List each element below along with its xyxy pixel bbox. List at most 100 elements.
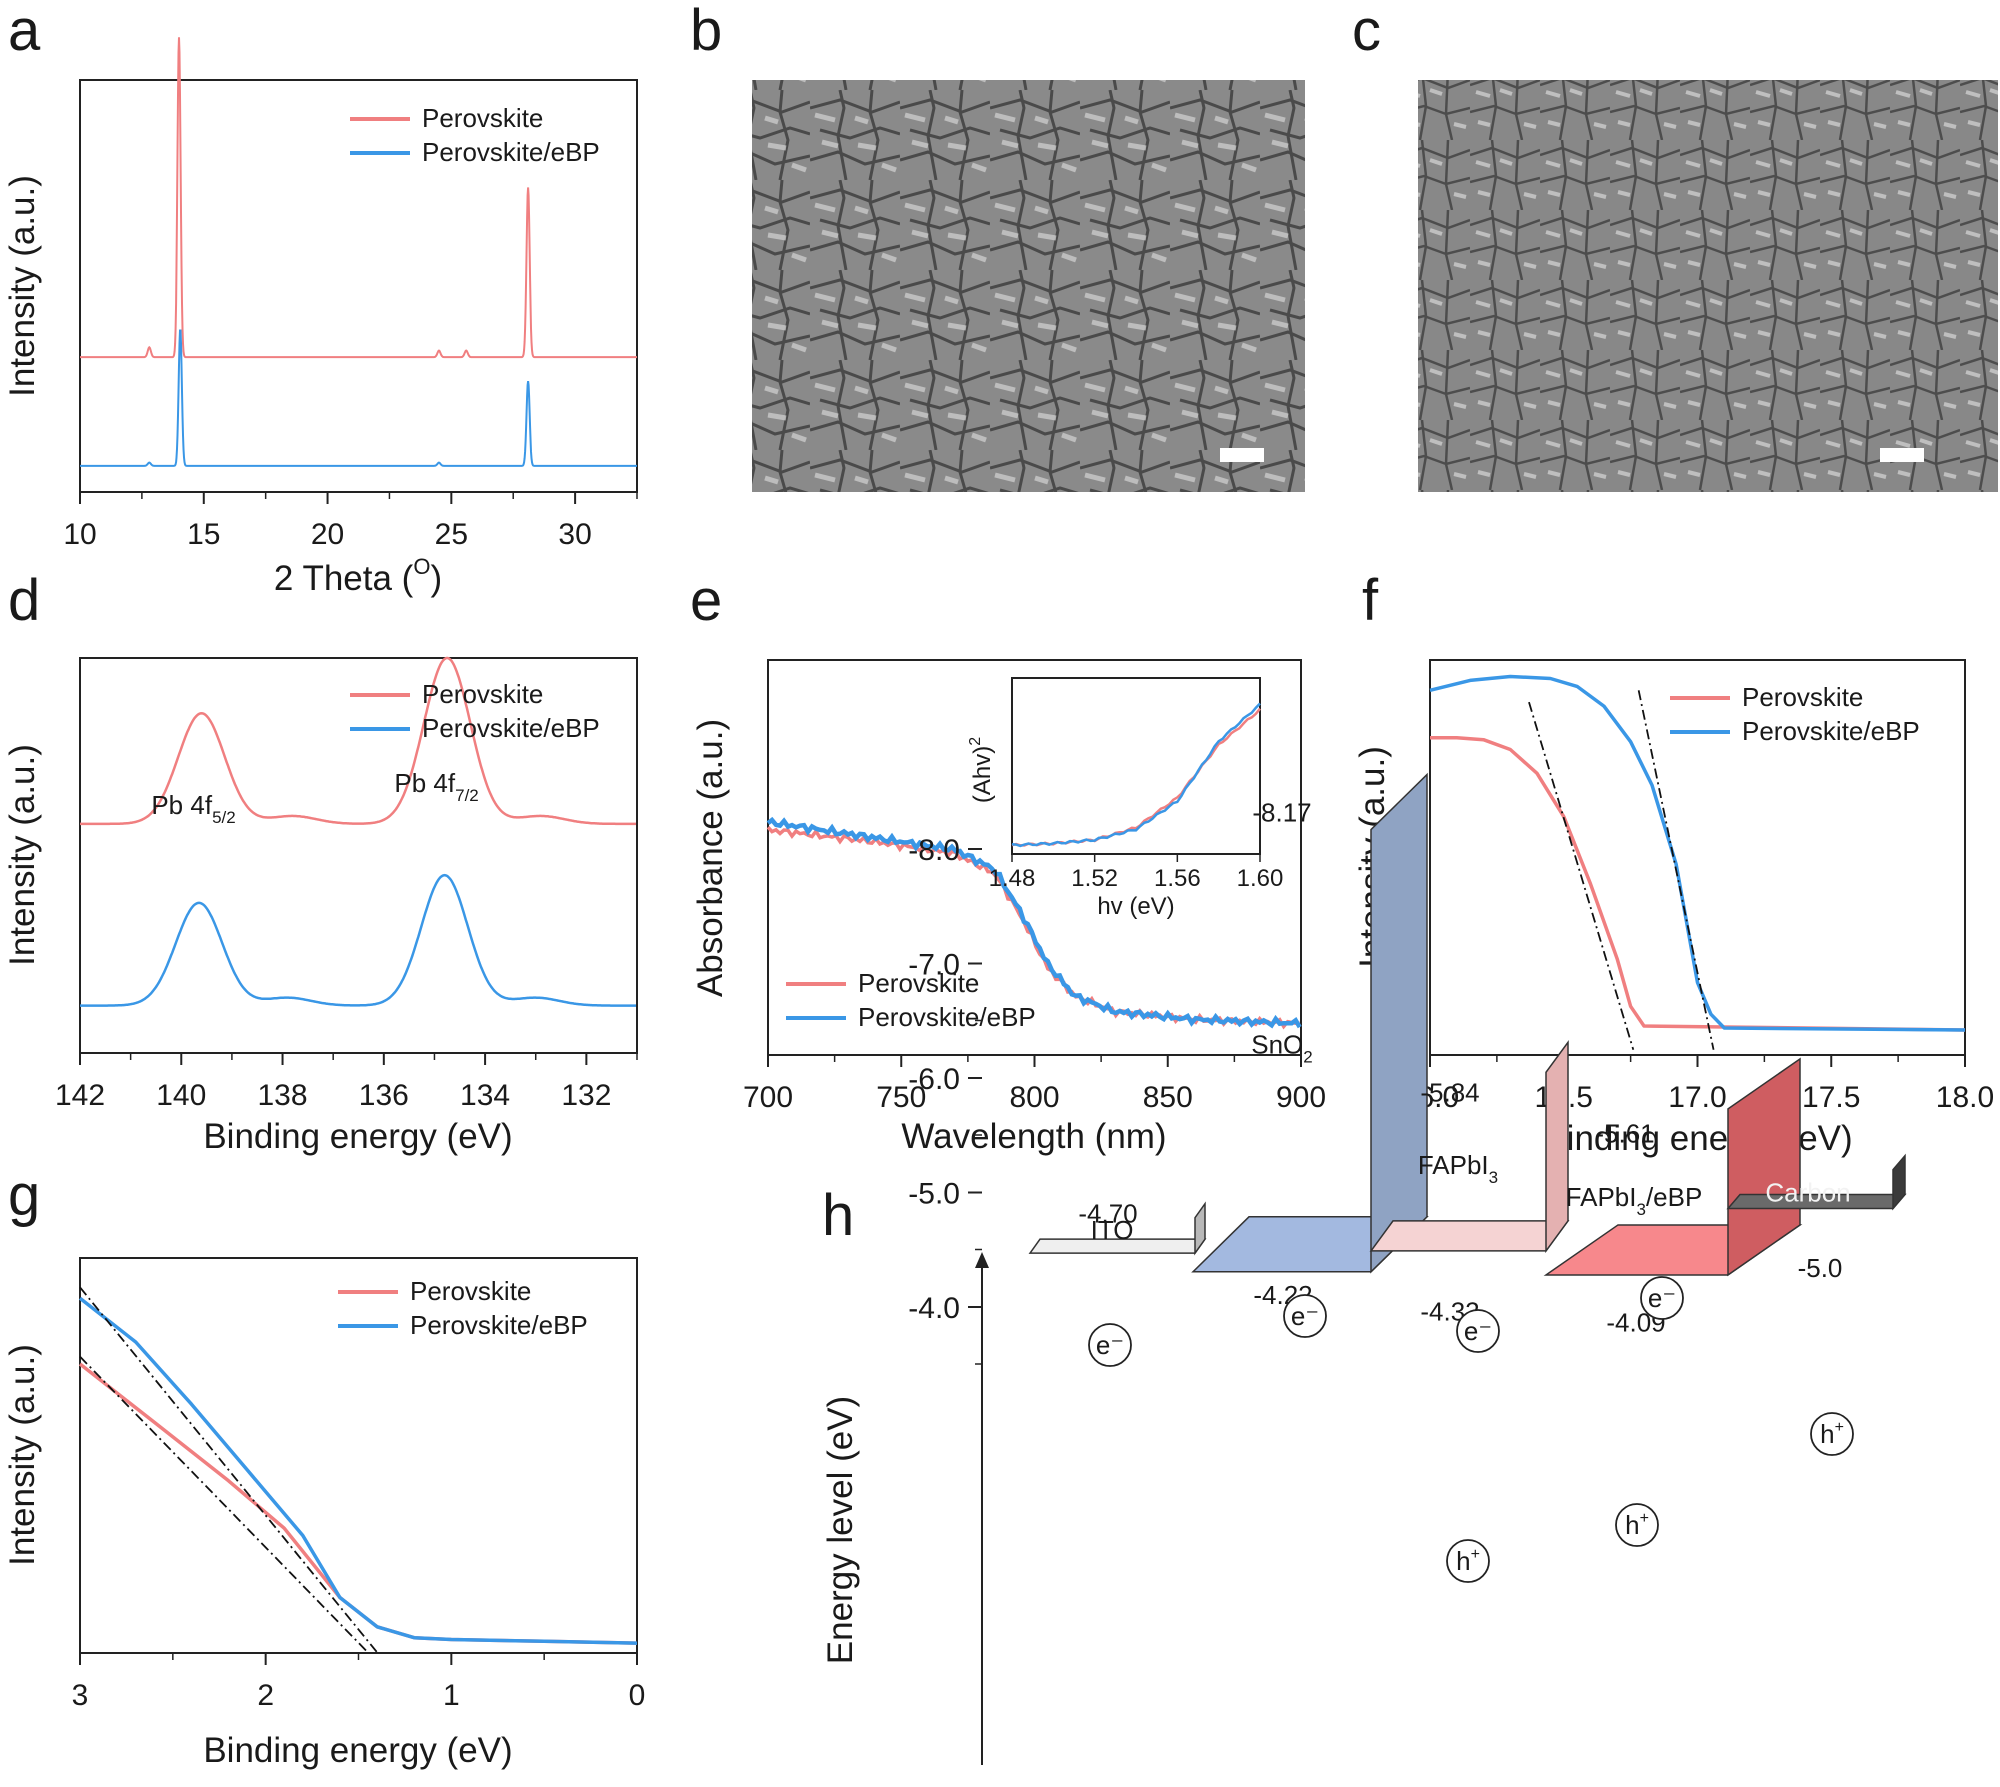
ito-label: ITO bbox=[1091, 1215, 1134, 1245]
legend-label: Perovskite bbox=[858, 968, 979, 998]
scale-bar-b bbox=[1220, 448, 1264, 462]
peak-annotation: Pb 4f5/2 bbox=[151, 790, 235, 827]
carbon-label: Carbon bbox=[1765, 1178, 1850, 1208]
x-axis-label: Wavelength (nm) bbox=[901, 1117, 1166, 1156]
carbon-hole-circle bbox=[1810, 1412, 1854, 1456]
panel-label-b: b bbox=[690, 0, 722, 63]
x-tick-label: 17.0 bbox=[1668, 1081, 1726, 1114]
panel-label-a: a bbox=[8, 0, 41, 63]
sem-image-c bbox=[1418, 80, 1998, 492]
series-perovskite-ebp bbox=[766, 816, 1302, 1029]
x-tick-label: 900 bbox=[1276, 1081, 1326, 1114]
inset-x-tick-label: 1.48 bbox=[989, 865, 1036, 892]
x-axis-label: 2 Theta (O) bbox=[274, 554, 442, 598]
x-tick-label: 750 bbox=[876, 1081, 926, 1114]
panel-label-h: h bbox=[822, 1183, 854, 1248]
inset-x-tick-label: 1.52 bbox=[1071, 865, 1118, 892]
x-tick-label: 1 bbox=[443, 1679, 460, 1712]
energy-axis-arrow bbox=[975, 1252, 989, 1268]
axes-frame bbox=[79, 79, 638, 493]
ito-level: -4.70 bbox=[1078, 1199, 1137, 1229]
panel-label-e: e bbox=[690, 568, 722, 633]
sno2-electron-circle bbox=[1283, 1294, 1327, 1338]
energy-axis-label: Energy level (eV) bbox=[821, 1396, 860, 1664]
sno2-vb: -8.17 bbox=[1252, 798, 1311, 828]
inset-frame bbox=[1011, 677, 1261, 855]
inset-y-axis-label: (Ahv)2 bbox=[967, 737, 996, 803]
chart-g: 3 2 1 0 Perovskite Perovskite/eBP Binding ener… bbox=[3, 1257, 646, 1770]
fapbi3-hole-circle bbox=[1446, 1539, 1490, 1583]
inset-chart: 1.48 1.52 1.56 1.60 hv (eV) (Ahv)2 bbox=[967, 677, 1283, 920]
x-tick-label: 700 bbox=[743, 1081, 793, 1114]
carbon-hole-label: h+ bbox=[1820, 1419, 1844, 1449]
x-tick-label: 136 bbox=[359, 1079, 409, 1112]
ebp-block-side bbox=[1727, 1057, 1801, 1277]
x-tick-label: 0 bbox=[629, 1679, 646, 1712]
axes-frame bbox=[79, 657, 638, 1054]
legend-label: Perovskite bbox=[422, 103, 543, 133]
x-tick-label: 134 bbox=[460, 1079, 510, 1112]
chart-a: 10 15 20 25 30 Perovskite Perovskite/eBP 2 Thet… bbox=[3, 37, 638, 598]
panel-label-g: g bbox=[8, 1163, 40, 1228]
y-axis-label: Intensity (a.u.) bbox=[3, 744, 42, 966]
legend-label: Perovskite/eBP bbox=[1742, 716, 1920, 746]
energy-tick-label: -7.0 bbox=[908, 949, 960, 982]
series-perovskite bbox=[80, 656, 636, 826]
chart-d: 142 140 138 136 134 132 Pb 4f5/2 Pb 4f7/2 Perovs… bbox=[3, 656, 638, 1156]
fapbi3-block bbox=[1369, 1039, 1570, 1254]
sem-image-b bbox=[752, 80, 1305, 492]
series-perovskite-ebp bbox=[80, 329, 637, 467]
fapbi3-block-side bbox=[1545, 1039, 1569, 1254]
legend-label: Perovskite/eBP bbox=[422, 137, 600, 167]
fapbi3-label: FAPbI3 bbox=[1418, 1150, 1498, 1187]
ebp-label: FAPbI3/eBP bbox=[1566, 1182, 1703, 1219]
x-tick-label: 18.0 bbox=[1936, 1081, 1994, 1114]
sno2-electron-label: e⁻ bbox=[1291, 1301, 1319, 1331]
energy-tick-label: -4.0 bbox=[908, 1292, 960, 1325]
carbon-block bbox=[1726, 1153, 1907, 1211]
carbon-level: -5.0 bbox=[1798, 1253, 1843, 1283]
sno2-label: SnO2 bbox=[1251, 1030, 1313, 1067]
panel-label-f: f bbox=[1362, 568, 1379, 633]
x-tick-label: 3 bbox=[72, 1679, 89, 1712]
inset-series-perovskite-ebp bbox=[1011, 702, 1261, 848]
fit-line bbox=[79, 1286, 378, 1653]
inset-x-axis-label: hv (eV) bbox=[1097, 893, 1174, 920]
fapbi3-hole-label: h+ bbox=[1456, 1546, 1480, 1576]
y-axis-label: Absorbance (a.u.) bbox=[691, 719, 730, 997]
series-perovskite-ebp bbox=[1429, 674, 1966, 1032]
legend-label: Perovskite/eBP bbox=[422, 713, 600, 743]
fapbi3-block-top bbox=[1369, 1220, 1570, 1252]
x-tick-label: 2 bbox=[257, 1679, 274, 1712]
fit-line bbox=[1528, 701, 1635, 1051]
legend-label: Perovskite/eBP bbox=[410, 1310, 588, 1340]
series-perovskite bbox=[78, 1362, 638, 1645]
energy-tick-label: -5.0 bbox=[908, 1178, 960, 1211]
x-tick-label: 142 bbox=[55, 1079, 105, 1112]
panel-label-d: d bbox=[8, 568, 40, 633]
x-axis-label: Binding energy (eV) bbox=[203, 1731, 512, 1770]
sno2-block bbox=[1191, 772, 1429, 1274]
x-tick-label: 20 bbox=[311, 518, 344, 551]
ebp-hole-label: h+ bbox=[1625, 1510, 1649, 1540]
y-axis-label: Intensity (a.u.) bbox=[3, 1344, 42, 1566]
ito-electron-circle bbox=[1088, 1323, 1132, 1367]
ito-block bbox=[1028, 1201, 1207, 1256]
inset-x-tick-label: 1.56 bbox=[1154, 865, 1201, 892]
series-perovskite bbox=[766, 826, 1300, 1030]
series-perovskite bbox=[80, 37, 637, 359]
legend-label: Perovskite bbox=[422, 679, 543, 709]
carbon-block-side bbox=[1892, 1153, 1906, 1211]
x-tick-label: 25 bbox=[435, 518, 468, 551]
energy-tick-label: -8.0 bbox=[908, 834, 960, 867]
ito-electron-label: e⁻ bbox=[1096, 1330, 1124, 1360]
x-tick-label: 140 bbox=[156, 1079, 206, 1112]
legend-label: Perovskite bbox=[1742, 682, 1863, 712]
y-axis-label: Intensity (a.u.) bbox=[3, 175, 42, 397]
ebp-block bbox=[1543, 1057, 1803, 1277]
fit-line bbox=[79, 1356, 369, 1653]
fit-line bbox=[1637, 690, 1715, 1050]
energy-diagram: -4.0 -5.0 -6.0 -7.0 -8.0 Energy level (eV) ITO… bbox=[821, 772, 1907, 1765]
